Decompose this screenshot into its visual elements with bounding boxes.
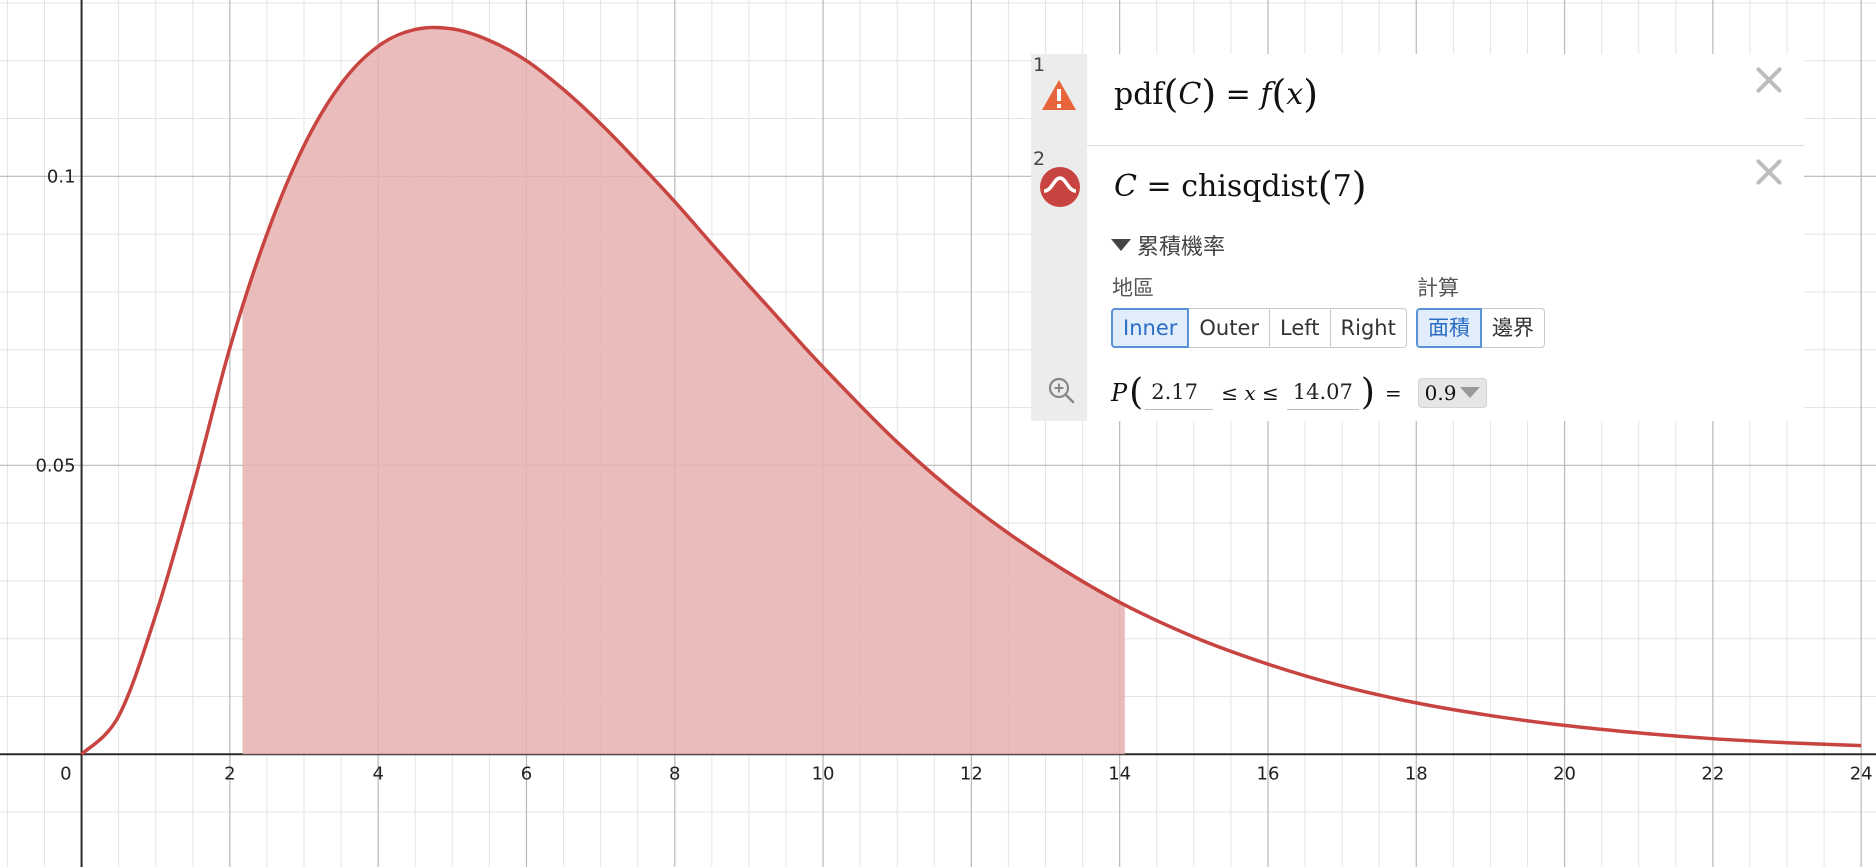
collapse-triangle-icon xyxy=(1111,239,1131,251)
expression-index-1: 1 xyxy=(1033,54,1046,76)
probability-symbol: P xyxy=(1111,378,1128,407)
inequality-expression: ≤ x ≤ xyxy=(1221,380,1279,405)
compute-segmented-control: 面積 邊界 xyxy=(1416,308,1545,348)
pdf-argument: C xyxy=(1178,77,1202,112)
distribution-variable: C xyxy=(1114,169,1137,204)
y-tick-label: 0.1 xyxy=(47,166,76,187)
expression-2-formula[interactable]: C = chisqdist(7) xyxy=(1114,164,1367,208)
chisq-pdf-curve[interactable] xyxy=(80,25,1862,756)
cumulative-probability-shaded-region xyxy=(242,28,1125,755)
expression-gutter xyxy=(1031,54,1087,421)
compute-label: 計算 xyxy=(1417,276,1459,300)
pdf-function-name: pdf xyxy=(1114,77,1164,112)
lower-bound-input[interactable]: 2.17 xyxy=(1145,375,1214,410)
x-tick-label: 24 xyxy=(1850,763,1873,784)
x-tick-label: 14 xyxy=(1108,763,1131,784)
x-tick-label: 10 xyxy=(812,763,835,784)
expression-index-2: 2 xyxy=(1033,148,1046,170)
x-tick-label: 4 xyxy=(372,763,383,784)
region-inner-button[interactable]: Inner xyxy=(1111,308,1190,348)
zoom-fit-icon[interactable] xyxy=(1047,376,1075,404)
compute-area-button[interactable]: 面積 xyxy=(1416,308,1482,348)
y-tick-label: 0.05 xyxy=(35,455,75,476)
cumulative-probability-toggle[interactable]: 累積機率 xyxy=(1111,229,1225,261)
degrees-of-freedom: 7 xyxy=(1332,169,1352,204)
delete-expression-2-button[interactable] xyxy=(1754,157,1784,187)
expression-1-formula[interactable]: pdf(C) = f(x) xyxy=(1114,72,1319,116)
inequality-variable: x xyxy=(1244,380,1256,405)
tick-labels: 0 2 4 6 8 10 12 14 16 18 20 22 240.050.1 xyxy=(35,166,1872,784)
warning-icon[interactable] xyxy=(1040,78,1078,112)
cumulative-probability-label: 累積機率 xyxy=(1137,235,1226,260)
probability-result-value: 0.9 xyxy=(1424,380,1457,405)
rhs-argument: x xyxy=(1286,77,1304,112)
x-tick-label: 0 xyxy=(60,763,71,784)
delete-expression-1-button[interactable] xyxy=(1754,65,1784,95)
dropdown-arrow-icon xyxy=(1460,387,1481,398)
x-tick-label: 8 xyxy=(669,763,680,784)
expression-list-panel: 1 pdf(C) = f(x) 2 C = chisqdist(7) 累積機率 … xyxy=(1031,54,1804,421)
x-tick-label: 20 xyxy=(1553,763,1576,784)
rhs-function-name: f xyxy=(1260,77,1272,112)
equals-sign: = xyxy=(1384,380,1402,405)
distribution-icon[interactable] xyxy=(1040,167,1080,207)
probability-row: P ( 2.17 ≤ x ≤ 14.07 ) = 0.9 xyxy=(1111,372,1488,413)
region-left-button[interactable]: Left xyxy=(1270,308,1331,348)
x-tick-label: 18 xyxy=(1405,763,1428,784)
x-tick-label: 6 xyxy=(521,763,532,784)
distribution-function-name: chisqdist xyxy=(1181,169,1318,204)
x-tick-label: 22 xyxy=(1701,763,1724,784)
x-tick-label: 16 xyxy=(1257,763,1280,784)
x-tick-label: 2 xyxy=(224,763,235,784)
compute-bound-button[interactable]: 邊界 xyxy=(1482,308,1545,348)
region-right-button[interactable]: Right xyxy=(1330,308,1407,348)
probability-result-dropdown[interactable]: 0.9 xyxy=(1417,377,1488,408)
region-outer-button[interactable]: Outer xyxy=(1189,308,1271,348)
row-divider xyxy=(1087,145,1804,146)
region-segmented-control: Inner Outer Left Right xyxy=(1111,308,1407,348)
region-label: 地區 xyxy=(1112,276,1154,300)
upper-bound-input[interactable]: 14.07 xyxy=(1286,375,1359,410)
x-tick-label: 12 xyxy=(960,763,983,784)
